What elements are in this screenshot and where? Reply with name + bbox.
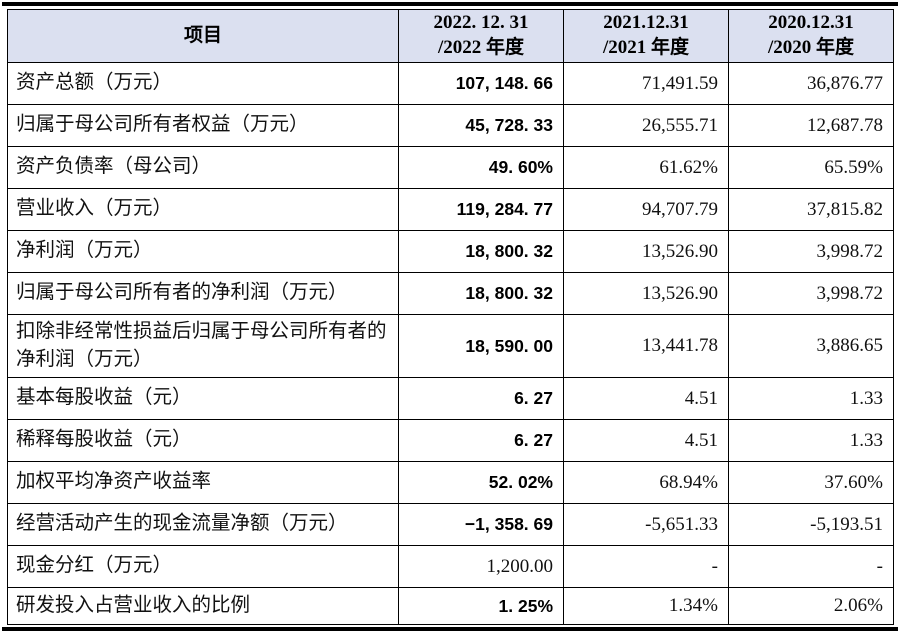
value-2022: 119, 284. 77 bbox=[398, 188, 564, 231]
value-2022: −1, 358. 69 bbox=[398, 503, 564, 546]
value-2021: 13,526.90 bbox=[563, 272, 729, 315]
value-2021: 68.94% bbox=[563, 461, 729, 504]
table-row: 稀释每股收益（元） 6. 27 4.51 1.33 bbox=[7, 419, 894, 462]
value-2020: 36,876.77 bbox=[728, 62, 894, 105]
row-label: 归属于母公司所有者的净利润（万元） bbox=[7, 272, 399, 315]
row-label: 稀释每股收益（元） bbox=[7, 419, 399, 462]
row-label: 资产总额（万元） bbox=[7, 62, 399, 105]
value-2021: 13,441.78 bbox=[563, 314, 729, 378]
value-2022: 18, 800. 32 bbox=[398, 230, 564, 273]
header-2021-date: 2021.12.31 bbox=[603, 12, 689, 34]
header-2022: 2022. 12. 31 /2022 年度 bbox=[398, 9, 564, 63]
header-2021: 2021.12.31 /2021 年度 bbox=[563, 9, 729, 63]
financial-table: 项目 2022. 12. 31 /2022 年度 2021.12.31 /202… bbox=[7, 9, 894, 625]
value-2021: 71,491.59 bbox=[563, 62, 729, 105]
row-label: 归属于母公司所有者权益（万元） bbox=[7, 104, 399, 147]
value-2022: 18, 590. 00 bbox=[398, 314, 564, 378]
table-row: 净利润（万元） 18, 800. 32 13,526.90 3,998.72 bbox=[7, 230, 894, 273]
header-row: 项目 2022. 12. 31 /2022 年度 2021.12.31 /202… bbox=[7, 9, 894, 63]
value-2022: 6. 27 bbox=[398, 377, 564, 420]
value-2020: -5,193.51 bbox=[728, 503, 894, 546]
value-2020: 1.33 bbox=[728, 377, 894, 420]
table-row: 扣除非经常性损益后归属于母公司所有者的净利润（万元） 18, 590. 00 1… bbox=[7, 314, 894, 378]
row-label: 净利润（万元） bbox=[7, 230, 399, 273]
table-body: 资产总额（万元） 107, 148. 66 71,491.59 36,876.7… bbox=[7, 62, 894, 625]
value-2020: 1.33 bbox=[728, 419, 894, 462]
value-2020: 12,687.78 bbox=[728, 104, 894, 147]
table-row: 基本每股收益（元） 6. 27 4.51 1.33 bbox=[7, 377, 894, 420]
value-2021: - bbox=[563, 545, 729, 588]
value-2022: 6. 27 bbox=[398, 419, 564, 462]
value-2020: 65.59% bbox=[728, 146, 894, 189]
table-bottom-rule bbox=[2, 627, 898, 631]
value-2021: 26,555.71 bbox=[563, 104, 729, 147]
value-2020: 37.60% bbox=[728, 461, 894, 504]
row-label: 资产负债率（母公司） bbox=[7, 146, 399, 189]
table-row: 资产负债率（母公司） 49. 60% 61.62% 65.59% bbox=[7, 146, 894, 189]
header-item: 项目 bbox=[7, 9, 399, 63]
header-2022-period: /2022 年度 bbox=[437, 37, 525, 58]
header-2022-date: 2022. 12. 31 bbox=[433, 12, 529, 34]
header-2021-period: /2021 年度 bbox=[602, 37, 690, 58]
header-2020-date: 2020.12.31 bbox=[768, 12, 854, 34]
value-2020: 3,998.72 bbox=[728, 272, 894, 315]
value-2022: 49. 60% bbox=[398, 146, 564, 189]
row-label: 现金分红（万元） bbox=[7, 545, 399, 588]
row-label: 研发投入占营业收入的比例 bbox=[7, 587, 399, 625]
value-2020: 3,998.72 bbox=[728, 230, 894, 273]
table-row: 归属于母公司所有者权益（万元） 45, 728. 33 26,555.71 12… bbox=[7, 104, 894, 147]
table-row: 资产总额（万元） 107, 148. 66 71,491.59 36,876.7… bbox=[7, 62, 894, 105]
header-2020-period: /2020 年度 bbox=[767, 37, 855, 58]
value-2020: 37,815.82 bbox=[728, 188, 894, 231]
value-2021: 4.51 bbox=[563, 377, 729, 420]
value-2022: 45, 728. 33 bbox=[398, 104, 564, 147]
value-2022: 107, 148. 66 bbox=[398, 62, 564, 105]
table-row: 现金分红（万元） 1,200.00 - - bbox=[7, 545, 894, 588]
value-2021: 13,526.90 bbox=[563, 230, 729, 273]
value-2021: 1.34% bbox=[563, 587, 729, 625]
header-2020: 2020.12.31 /2020 年度 bbox=[728, 9, 894, 63]
value-2021: -5,651.33 bbox=[563, 503, 729, 546]
value-2021: 4.51 bbox=[563, 419, 729, 462]
row-label: 扣除非经常性损益后归属于母公司所有者的净利润（万元） bbox=[7, 314, 399, 378]
value-2022: 1. 25% bbox=[398, 587, 564, 625]
table-top-rule bbox=[2, 2, 898, 6]
table-row: 营业收入（万元） 119, 284. 77 94,707.79 37,815.8… bbox=[7, 188, 894, 231]
value-2020: 2.06% bbox=[728, 587, 894, 625]
table-row: 研发投入占营业收入的比例 1. 25% 1.34% 2.06% bbox=[7, 587, 894, 625]
table-header: 项目 2022. 12. 31 /2022 年度 2021.12.31 /202… bbox=[7, 9, 894, 63]
row-label: 基本每股收益（元） bbox=[7, 377, 399, 420]
value-2020: - bbox=[728, 545, 894, 588]
financial-summary-table: 项目 2022. 12. 31 /2022 年度 2021.12.31 /202… bbox=[2, 2, 898, 631]
row-label: 营业收入（万元） bbox=[7, 188, 399, 231]
value-2021: 61.62% bbox=[563, 146, 729, 189]
table-row: 经营活动产生的现金流量净额（万元） −1, 358. 69 -5,651.33 … bbox=[7, 503, 894, 546]
row-label: 加权平均净资产收益率 bbox=[7, 461, 399, 504]
value-2020: 3,886.65 bbox=[728, 314, 894, 378]
row-label: 经营活动产生的现金流量净额（万元） bbox=[7, 503, 399, 546]
value-2022: 18, 800. 32 bbox=[398, 272, 564, 315]
value-2022: 52. 02% bbox=[398, 461, 564, 504]
table-row: 加权平均净资产收益率 52. 02% 68.94% 37.60% bbox=[7, 461, 894, 504]
table-row: 归属于母公司所有者的净利润（万元） 18, 800. 32 13,526.90 … bbox=[7, 272, 894, 315]
value-2021: 94,707.79 bbox=[563, 188, 729, 231]
value-2022: 1,200.00 bbox=[398, 545, 564, 588]
